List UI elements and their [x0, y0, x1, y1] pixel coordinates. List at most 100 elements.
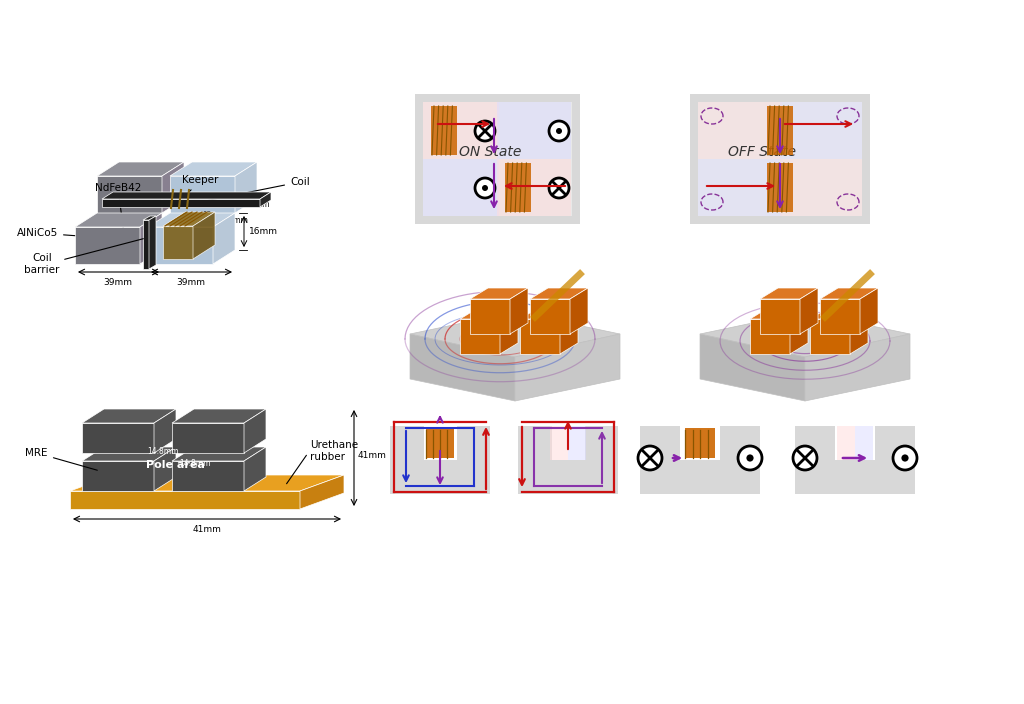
Text: AlNiCo5: AlNiCo5	[16, 228, 161, 241]
Polygon shape	[760, 288, 818, 299]
Polygon shape	[162, 162, 184, 213]
Polygon shape	[70, 475, 344, 491]
Polygon shape	[148, 213, 234, 227]
Text: 39mm: 39mm	[103, 278, 132, 287]
Polygon shape	[820, 299, 860, 334]
Polygon shape	[244, 447, 266, 491]
Polygon shape	[850, 308, 868, 354]
Text: MRE: MRE	[26, 448, 97, 470]
Polygon shape	[520, 308, 578, 319]
Circle shape	[901, 454, 908, 462]
Bar	[855, 426, 873, 460]
Bar	[690, 94, 870, 224]
Bar	[780, 102, 862, 159]
Polygon shape	[102, 199, 260, 207]
Bar	[497, 102, 571, 159]
Bar	[767, 106, 793, 155]
Bar	[698, 102, 862, 216]
Polygon shape	[154, 409, 176, 453]
Text: 12mm: 12mm	[202, 228, 226, 237]
Polygon shape	[75, 227, 140, 264]
Polygon shape	[520, 319, 560, 354]
Bar	[568, 426, 586, 460]
Bar	[552, 426, 585, 460]
Polygon shape	[530, 299, 570, 334]
Polygon shape	[170, 176, 234, 213]
Text: Keeper: Keeper	[182, 175, 218, 199]
Polygon shape	[300, 475, 344, 509]
Polygon shape	[460, 308, 518, 319]
Polygon shape	[410, 312, 620, 357]
Circle shape	[475, 178, 495, 198]
Polygon shape	[460, 319, 500, 354]
Polygon shape	[570, 288, 588, 334]
Polygon shape	[70, 491, 300, 509]
Bar	[698, 159, 782, 216]
Bar	[640, 426, 760, 494]
Bar	[685, 428, 715, 458]
Polygon shape	[163, 212, 215, 226]
Polygon shape	[193, 212, 215, 259]
Polygon shape	[510, 288, 528, 334]
Polygon shape	[500, 308, 518, 354]
Polygon shape	[800, 288, 818, 334]
Bar	[698, 102, 782, 159]
Polygon shape	[148, 227, 213, 264]
Polygon shape	[172, 409, 266, 423]
Circle shape	[549, 178, 569, 198]
Bar	[423, 102, 499, 159]
Polygon shape	[82, 423, 154, 453]
Polygon shape	[154, 447, 176, 491]
Text: Pole area: Pole area	[145, 460, 205, 470]
Polygon shape	[82, 461, 154, 491]
Polygon shape	[140, 213, 162, 264]
Polygon shape	[515, 334, 620, 401]
Text: 14.8mm: 14.8mm	[179, 459, 211, 468]
Polygon shape	[470, 299, 510, 334]
Polygon shape	[470, 288, 528, 299]
Circle shape	[556, 128, 562, 134]
Bar	[795, 426, 915, 494]
Circle shape	[482, 185, 488, 191]
Text: 39mm: 39mm	[176, 278, 206, 287]
Bar	[835, 426, 874, 460]
Text: Urethane
rubber: Urethane rubber	[310, 440, 358, 462]
Bar	[431, 106, 457, 155]
Text: 16mm: 16mm	[249, 227, 278, 237]
Polygon shape	[143, 220, 150, 269]
Polygon shape	[82, 447, 176, 461]
Text: Coil: Coil	[203, 177, 309, 201]
Polygon shape	[75, 213, 162, 227]
Bar	[680, 426, 720, 460]
Circle shape	[638, 446, 662, 470]
Text: 12mm: 12mm	[202, 211, 226, 220]
Bar	[518, 426, 618, 494]
Polygon shape	[700, 334, 805, 401]
Polygon shape	[234, 162, 257, 213]
Bar	[837, 426, 855, 460]
Bar	[767, 163, 793, 212]
Polygon shape	[172, 461, 244, 491]
Bar	[426, 428, 454, 458]
Polygon shape	[750, 319, 790, 354]
Polygon shape	[170, 162, 257, 176]
Polygon shape	[810, 319, 850, 354]
Text: 41mm: 41mm	[358, 451, 387, 460]
Polygon shape	[805, 334, 910, 401]
Circle shape	[738, 446, 762, 470]
Polygon shape	[820, 288, 878, 299]
Circle shape	[475, 121, 495, 141]
Text: ON State: ON State	[459, 145, 521, 159]
Polygon shape	[82, 409, 176, 423]
Bar	[550, 426, 568, 460]
Circle shape	[549, 121, 569, 141]
Circle shape	[893, 446, 918, 470]
Polygon shape	[244, 409, 266, 453]
Text: OFF State: OFF State	[728, 145, 796, 159]
Polygon shape	[260, 192, 271, 207]
Polygon shape	[860, 288, 878, 334]
Polygon shape	[163, 226, 193, 259]
Polygon shape	[810, 308, 868, 319]
Polygon shape	[143, 216, 156, 220]
Polygon shape	[172, 447, 266, 461]
